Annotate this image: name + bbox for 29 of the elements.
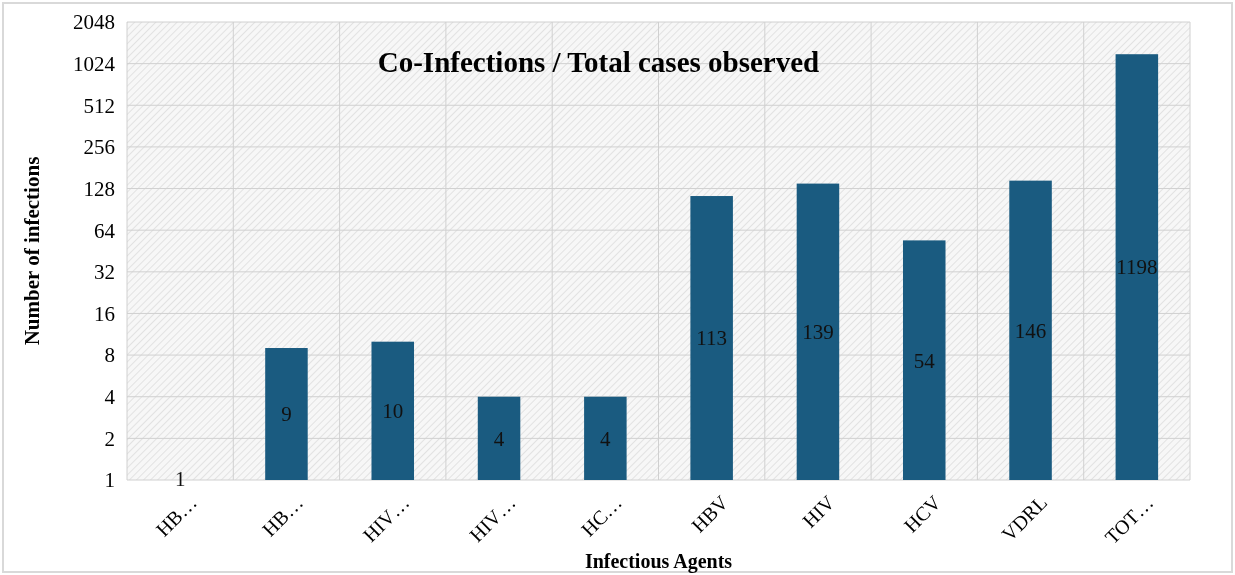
y-tick-label: 1 — [104, 468, 115, 493]
data-label: 146 — [1014, 318, 1047, 343]
y-tick-label: 32 — [94, 260, 115, 285]
y-tick-label: 2048 — [73, 10, 115, 35]
data-label: 9 — [281, 402, 292, 427]
y-tick-label: 1024 — [73, 51, 116, 76]
text: Co-Infections / Total cases observed — [377, 45, 820, 78]
y-tick-label: 256 — [83, 135, 115, 160]
data-label: 1 — [174, 467, 186, 492]
data-label: 4 — [493, 426, 505, 451]
x-tick-label: HC… — [576, 491, 627, 541]
y-axis-title: Number of infections — [20, 156, 44, 346]
data-label: 4 — [600, 426, 612, 451]
y-tick-label: 512 — [83, 93, 115, 118]
y-tick-label: 16 — [94, 301, 115, 326]
data-label: 1198 — [1116, 255, 1158, 280]
data-label: 113 — [696, 326, 728, 351]
x-tick-label: HB… — [257, 491, 308, 541]
x-axis-title: Infectious Agents — [584, 550, 733, 573]
x-tick-label: HB… — [151, 491, 201, 541]
y-tick-label: 2 — [104, 426, 115, 451]
y-tick-label: 64 — [94, 218, 116, 243]
y-tick-label: 128 — [83, 176, 115, 201]
y-tick-label: 8 — [104, 343, 115, 368]
data-label: 139 — [802, 320, 834, 345]
data-label: 54 — [913, 348, 936, 373]
y-tick-label: 4 — [104, 385, 116, 410]
x-tick-label: HIV — [797, 490, 840, 532]
data-label: 10 — [382, 399, 404, 424]
